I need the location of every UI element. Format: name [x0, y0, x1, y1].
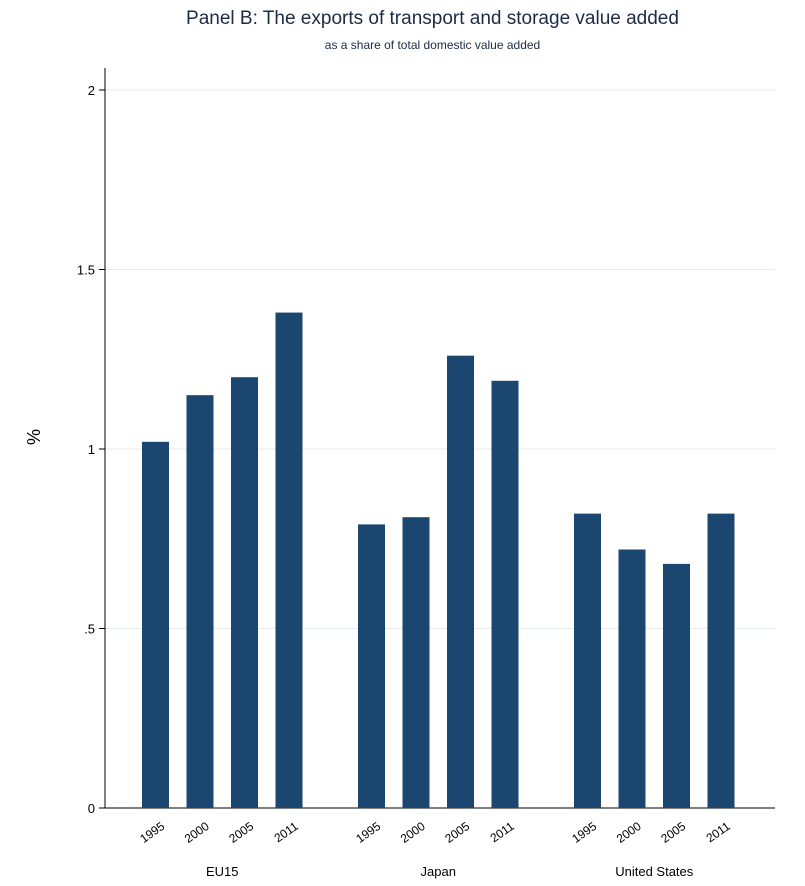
bar [275, 312, 303, 808]
x-tick-label: 2000 [614, 819, 644, 846]
group-label: EU15 [206, 864, 239, 879]
x-tick-label: 2005 [658, 819, 688, 846]
x-tick-label: 2000 [398, 819, 428, 846]
x-tick-label: 2011 [704, 819, 733, 845]
bar [402, 517, 430, 808]
bar [618, 549, 646, 808]
group-label: Japan [421, 864, 456, 879]
bar [186, 395, 214, 808]
x-tick-label: 2005 [226, 819, 256, 846]
bar [231, 377, 258, 808]
chart-subtitle: as a share of total domestic value added [324, 38, 541, 52]
x-tick-label: 2005 [442, 819, 472, 846]
y-tick-label: 0 [88, 801, 95, 816]
bar [447, 355, 474, 808]
y-tick-label: .5 [84, 622, 95, 637]
bar [142, 441, 169, 808]
x-tick-label: 1995 [569, 819, 599, 846]
bar [358, 524, 385, 808]
y-axis-label: % [24, 429, 44, 445]
y-tick-label: 1 [88, 442, 95, 457]
bar [574, 513, 601, 808]
bar [707, 513, 735, 808]
x-tick-label: 2011 [488, 819, 517, 845]
x-tick-label: 1995 [353, 819, 383, 846]
chart-title: Panel B: The exports of transport and st… [186, 8, 679, 29]
y-tick-label: 1.5 [77, 263, 95, 278]
bar [663, 563, 690, 808]
bar [491, 380, 519, 808]
x-tick-label: 2011 [272, 819, 301, 845]
y-tick-label: 2 [88, 83, 95, 98]
group-label: United States [615, 864, 694, 879]
x-tick-label: 1995 [137, 819, 167, 846]
x-tick-label: 2000 [182, 819, 212, 846]
